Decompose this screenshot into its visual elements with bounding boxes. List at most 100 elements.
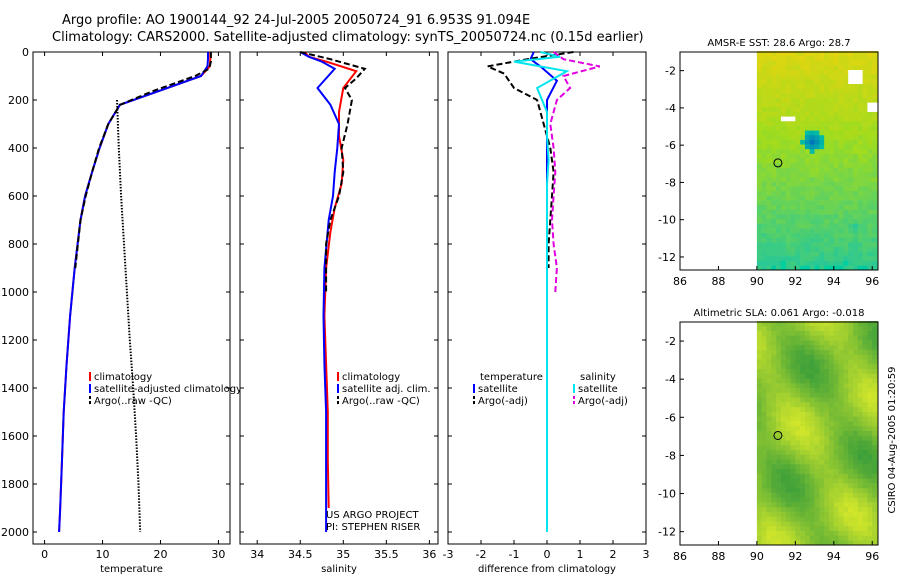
map-cell [857, 449, 863, 455]
map-cell [785, 416, 791, 422]
map-cell [756, 406, 762, 412]
map-cell [833, 511, 839, 517]
map-cell [809, 176, 815, 182]
map-cell [872, 373, 878, 379]
map-cell [843, 483, 849, 489]
map-cell [828, 242, 835, 248]
map-cell [862, 464, 868, 470]
map-cell [819, 473, 825, 479]
map-cell [780, 483, 787, 489]
map-cell [819, 321, 825, 327]
map-cell [771, 60, 777, 66]
map-cell [828, 449, 835, 455]
map-cell [761, 521, 767, 527]
map-cell [824, 497, 830, 503]
x-tick-label: 86 [673, 550, 687, 563]
map-cell [790, 74, 796, 80]
map-cell [828, 459, 835, 465]
y-tick-label: -12 [658, 251, 676, 264]
map-cell [867, 218, 873, 224]
map-cell [771, 186, 777, 192]
map-cell [814, 158, 820, 164]
map-cell [804, 204, 811, 210]
map-cell [814, 69, 820, 75]
map-cell [756, 102, 762, 108]
map-cell [785, 200, 791, 206]
map-cell [843, 516, 849, 522]
map-cell [776, 392, 782, 398]
map-cell [862, 506, 868, 512]
map-cell [761, 92, 767, 98]
map-cell [761, 373, 767, 379]
map-cell [848, 325, 854, 331]
map-cell [857, 214, 863, 220]
map-cell [862, 392, 868, 398]
map-cell [785, 144, 791, 150]
map-cell [824, 218, 830, 224]
map-cell [857, 521, 863, 527]
map-cell [804, 125, 811, 131]
map-cell [800, 525, 806, 531]
map-cell [800, 344, 806, 350]
map-cell [776, 468, 782, 474]
map-cell [824, 454, 830, 460]
map-cell [804, 506, 811, 512]
x-tick-label: 36 [422, 548, 436, 561]
map-cell [853, 83, 859, 89]
map-cell [867, 125, 873, 131]
map-cell [862, 525, 868, 531]
map-cell [790, 330, 796, 336]
map-cell [819, 530, 825, 536]
map-cell [814, 181, 820, 187]
map-cell [828, 440, 835, 446]
map-cell [800, 158, 806, 164]
map-cell [785, 516, 791, 522]
map-cell [776, 242, 782, 248]
map-cell [833, 468, 839, 474]
map-cell [785, 468, 791, 474]
map-cell [819, 521, 825, 527]
map-cell [867, 209, 873, 215]
map-cell [761, 148, 767, 154]
map-cell [857, 459, 863, 465]
map-cell [867, 464, 873, 470]
map-cell [833, 473, 839, 479]
map-cell [795, 125, 801, 131]
map-cell [867, 181, 873, 187]
map-cell [766, 204, 772, 210]
map-cell [785, 148, 791, 154]
map-cell [857, 530, 863, 536]
map-cell [838, 97, 844, 103]
map-cell [795, 492, 801, 498]
map-cell [857, 363, 863, 369]
map-cell [785, 260, 791, 266]
map-cell [843, 79, 849, 84]
map-cell [872, 251, 878, 257]
map-cell [800, 425, 806, 431]
map-cell [809, 172, 815, 178]
map-cell [843, 521, 849, 527]
map-cell [790, 397, 796, 403]
map-cell [771, 354, 777, 360]
map-cell [872, 530, 878, 536]
map-cell [809, 368, 815, 374]
map-cell [824, 511, 830, 517]
map-cell [780, 425, 787, 431]
map-cell [857, 325, 863, 331]
map-cell [824, 506, 830, 512]
map-cell [756, 340, 762, 346]
map-cell [771, 65, 777, 70]
map-cell [800, 186, 806, 192]
map-cell [848, 397, 854, 403]
map-cell [814, 521, 820, 527]
map-cell [795, 51, 801, 57]
map-cell [780, 106, 787, 112]
map-cell [790, 354, 796, 360]
map-cell [824, 134, 830, 140]
map-cell [843, 530, 849, 536]
map-cell [790, 411, 796, 417]
map-cell [867, 195, 873, 201]
map-cell [838, 204, 844, 210]
map-cell [838, 69, 844, 75]
map-cell [761, 265, 767, 271]
